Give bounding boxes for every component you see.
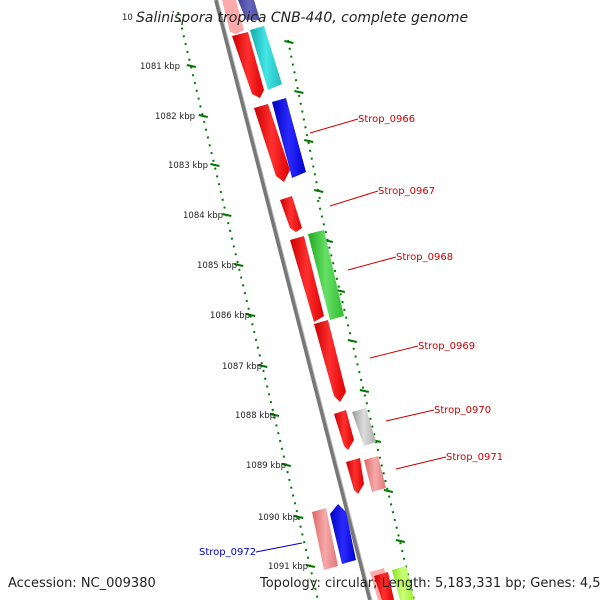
gene-arrow-red-0966a[interactable] <box>254 104 290 182</box>
gene-arrow-top-pink <box>222 0 244 34</box>
gene-arrow-red-1[interactable] <box>232 32 264 98</box>
kbp-ticks <box>186 64 316 568</box>
gene-features <box>222 0 414 600</box>
kbp-tick <box>258 364 268 368</box>
gene-label-strop-0967[interactable]: Strop_0967 <box>378 186 435 197</box>
genome-backbone-highlight <box>217 0 373 600</box>
gene-label-strop-0968[interactable]: Strop_0968 <box>396 252 453 263</box>
right-tick <box>303 139 314 143</box>
kbp-tick <box>186 64 197 68</box>
gene-label-strop-0971[interactable]: Strop_0971 <box>446 452 503 463</box>
gene-arrow-red-0970[interactable] <box>334 410 354 450</box>
gene-arrow-bottom-red <box>374 572 394 600</box>
kbp-label-partial: 10 <box>122 13 133 23</box>
gene-arrow-gray-0970[interactable] <box>352 408 376 446</box>
gene-label-strop-0972[interactable]: Strop_0972 <box>199 547 256 558</box>
gene-labels: Strop_0966 Strop_0967 Strop_0968 Strop_0… <box>199 114 503 558</box>
gene-leader-lines <box>255 118 447 553</box>
right-tick <box>383 489 394 493</box>
tick-track <box>177 11 415 600</box>
leader-0967 <box>329 190 379 207</box>
kbp-label: 1086 kbp <box>210 311 250 321</box>
kbp-tick <box>222 213 232 217</box>
gene-arrow-red-0971[interactable] <box>346 458 364 494</box>
kbp-label: 1084 kbp <box>183 211 223 221</box>
kbp-tick <box>294 515 304 519</box>
right-tick <box>294 90 304 94</box>
kbp-label: 1091 kbp <box>268 562 308 572</box>
right-tick <box>359 389 370 393</box>
kbp-label: 1081 kbp <box>140 62 180 72</box>
right-tick <box>313 189 324 193</box>
kbp-label: 1085 kbp <box>197 261 237 271</box>
kbp-label: 1083 kbp <box>168 161 208 171</box>
leader-0968 <box>347 256 397 271</box>
gene-arrow-cyan-1[interactable] <box>250 26 282 90</box>
right-tick <box>284 40 294 44</box>
map-title: Salinispora tropica CNB-440, complete ge… <box>136 10 468 26</box>
leader-0972 <box>255 542 303 553</box>
gene-arrow-red-0969[interactable] <box>314 320 346 402</box>
right-tick <box>395 539 406 543</box>
gene-arrow-red-0968a[interactable] <box>290 236 324 322</box>
gene-label-strop-0969[interactable]: Strop_0969 <box>418 341 475 352</box>
kbp-label: 1082 kbp <box>155 112 195 122</box>
gene-arrow-bottom-lime <box>392 566 414 600</box>
gene-label-strop-0970[interactable]: Strop_0970 <box>434 405 491 416</box>
kbp-tick <box>305 564 316 568</box>
kbp-tick <box>281 463 292 467</box>
right-tick <box>347 339 358 343</box>
gene-label-strop-0966[interactable]: Strop_0966 <box>358 114 415 125</box>
kbp-tick <box>245 313 256 317</box>
leader-0969 <box>369 345 419 359</box>
gene-arrow-blue-0966[interactable] <box>272 98 306 178</box>
kbp-tick <box>198 114 208 118</box>
kbp-label: 1088 kbp <box>235 411 275 421</box>
kbp-tick <box>210 163 220 167</box>
topology-text: Topology: circular; Length: 5,183,331 bp… <box>259 576 600 591</box>
kbp-tick <box>269 413 280 417</box>
leader-0970 <box>385 409 435 422</box>
gene-arrow-top-navy <box>238 0 260 20</box>
leader-0966 <box>309 118 359 134</box>
kbp-label: 1089 kbp <box>246 461 286 471</box>
kbp-labels: 10 1081 kbp 1082 kbp 1083 kbp 1084 kbp 1… <box>122 13 308 572</box>
gene-arrow-pink-0972[interactable] <box>312 508 338 570</box>
kbp-label: 1087 kbp <box>222 362 262 372</box>
leader-0971 <box>395 456 447 470</box>
tick-track-right-upper <box>287 39 321 201</box>
kbp-tick <box>234 263 244 267</box>
kbp-label: 1090 kbp <box>258 513 298 523</box>
accession-text: Accession: NC_009380 <box>8 576 156 591</box>
gene-arrow-green-0968[interactable] <box>308 230 344 320</box>
gene-arrow-red-0967[interactable] <box>280 196 302 232</box>
gene-arrow-pink-0971[interactable] <box>364 456 386 492</box>
gene-arrow-blue-0972[interactable] <box>330 504 356 564</box>
genome-backbone <box>214 0 372 600</box>
